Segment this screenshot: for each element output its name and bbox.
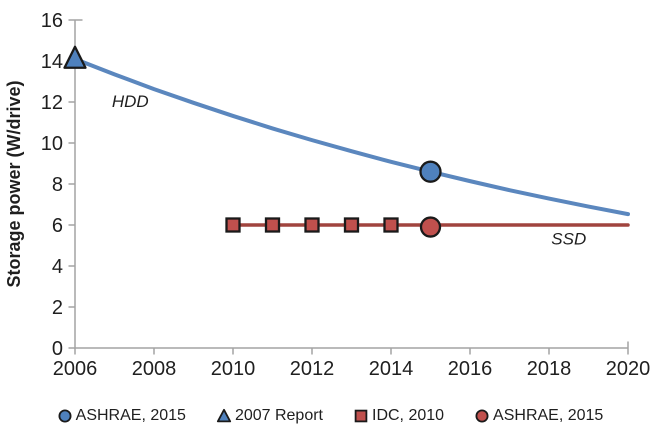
x-tick-label: 2018	[527, 358, 572, 380]
square-marker	[383, 217, 399, 233]
y-tick-label: 4	[52, 256, 63, 278]
legend-label: 2007 Report	[234, 407, 323, 424]
x-tick-label: 2020	[606, 358, 651, 380]
legend-item-ashrae-2015-hdd: ASHRAE, 2015	[57, 408, 186, 424]
plot-area: 0 2 4 6 8 10 12 14 16 2006 2008 2010 2012 2014 2016 201…	[4, 10, 651, 380]
legend-item-ashrae-2015-ssd: ASHRAE, 2015	[474, 408, 603, 424]
y-tick-label: 2	[52, 297, 63, 319]
legend-label: IDC, 2010	[372, 407, 445, 424]
legend-label: ASHRAE, 2015	[493, 407, 604, 424]
square-marker-icon	[353, 408, 369, 424]
y-tick-label: 6	[52, 215, 63, 237]
y-tick-label: 0	[52, 338, 63, 360]
circle-marker	[419, 216, 442, 238]
y-tick-label: 10	[41, 133, 63, 155]
circle-marker-icon	[57, 408, 73, 424]
chart-legend: ASHRAE, 2015 2007 Report IDC, 2010 ASHRA…	[0, 394, 660, 438]
triangle-marker	[63, 45, 87, 69]
ssd-annotation: SSD	[551, 229, 586, 248]
axis-lines	[74, 20, 628, 349]
hdd-annotation: HDD	[112, 92, 149, 111]
square-marker	[264, 217, 281, 233]
y-axis-title: Storage power (W/drive)	[4, 80, 24, 287]
legend-label: ASHRAE, 2015	[75, 407, 186, 424]
hdd-curve	[73, 56, 630, 217]
x-tick-label: 2006	[53, 358, 98, 380]
x-tick-label: 2012	[290, 358, 335, 380]
y-tick-label: 8	[52, 174, 63, 196]
square-marker	[304, 217, 320, 233]
square-marker	[225, 217, 241, 233]
axis-end-ticks	[75, 19, 629, 348]
y-tick-label: 12	[41, 92, 63, 114]
x-tick-label: 2008	[132, 358, 177, 380]
circle-marker-icon	[474, 408, 490, 424]
circle-marker	[419, 160, 442, 183]
square-marker	[343, 217, 360, 233]
legend-item-idc-2010: IDC, 2010	[353, 408, 444, 424]
legend-item-2007-report: 2007 Report	[216, 408, 323, 424]
x-tick-label: 2014	[369, 358, 414, 380]
x-tick-label: 2010	[211, 358, 256, 380]
y-tick-label: 14	[41, 51, 63, 73]
triangle-marker-icon	[216, 408, 232, 424]
x-tick-label: 2016	[448, 358, 493, 380]
y-tick-label: 16	[41, 10, 63, 32]
